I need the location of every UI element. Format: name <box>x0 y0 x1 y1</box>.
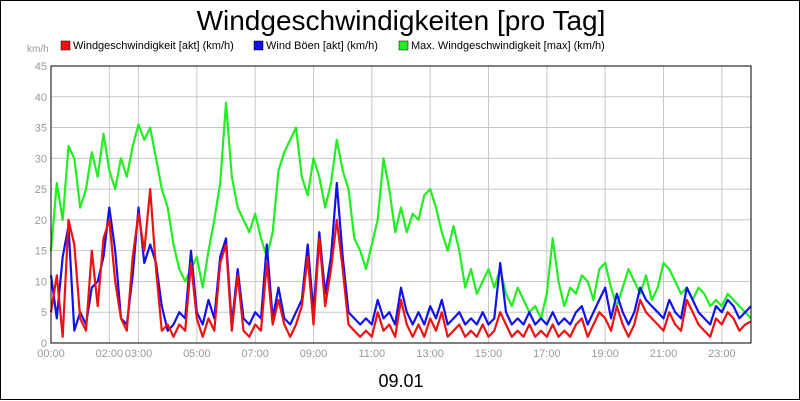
x-tick-label: 23:00 <box>708 348 736 360</box>
legend: Windgeschwindigkeit [akt] (km/h) Wind Böe… <box>60 40 605 52</box>
y-tick-label: 30 <box>35 153 47 165</box>
chart-title: Windgeschwindigkeiten [pro Tag] <box>197 5 606 36</box>
x-tick-label: 02:00 <box>96 348 124 360</box>
legend-swatch <box>60 40 71 51</box>
legend-label: Max. Windgeschwindigkeit [max] (km/h) <box>411 40 605 52</box>
series-line-2 <box>49 101 752 320</box>
date-label: 09.01 <box>378 371 423 391</box>
grid <box>50 65 751 344</box>
legend-label: Wind Böen [akt] (km/h) <box>266 40 378 52</box>
x-tick-label: 00:00 <box>37 348 65 360</box>
y-tick-label: 0 <box>41 338 47 350</box>
x-tick-label: 05:00 <box>183 348 211 360</box>
y-tick-label: 20 <box>35 215 47 227</box>
series-line-0 <box>49 188 752 338</box>
x-tick-label: 07:00 <box>241 348 269 360</box>
x-axis: 00:00 02:00 03:00 05:00 07:00 09:00 11:00 13:00… <box>37 348 735 360</box>
y-tick-label: 35 <box>35 123 47 135</box>
y-tick-label: 10 <box>35 276 47 288</box>
y-tick-label: 40 <box>35 92 47 104</box>
x-tick-label: 13:00 <box>416 348 444 360</box>
series-lines <box>49 101 752 338</box>
series-line-1 <box>49 181 752 332</box>
x-tick-label: 19:00 <box>591 348 619 360</box>
x-tick-label: 11:00 <box>358 348 385 360</box>
x-tick-label: 15:00 <box>475 348 503 360</box>
x-tick-label: 21:00 <box>650 348 678 360</box>
x-tick-label: 09:00 <box>300 348 328 360</box>
y-tick-label: 15 <box>35 246 47 258</box>
legend-label: Windgeschwindigkeit [akt] (km/h) <box>73 40 234 52</box>
x-tick-label: 03:00 <box>125 348 153 360</box>
plot-border <box>50 65 752 344</box>
legend-swatch <box>253 40 264 51</box>
y-tick-label: 45 <box>35 61 47 73</box>
legend-swatch <box>398 40 409 51</box>
y-axis-unit: km/h <box>27 44 49 55</box>
y-tick-label: 25 <box>35 184 47 196</box>
y-axis: 0 5 10 15 20 25 30 35 40 45 <box>35 61 47 350</box>
x-tick-label: 17:00 <box>533 348 561 360</box>
y-tick-label: 5 <box>41 307 47 319</box>
